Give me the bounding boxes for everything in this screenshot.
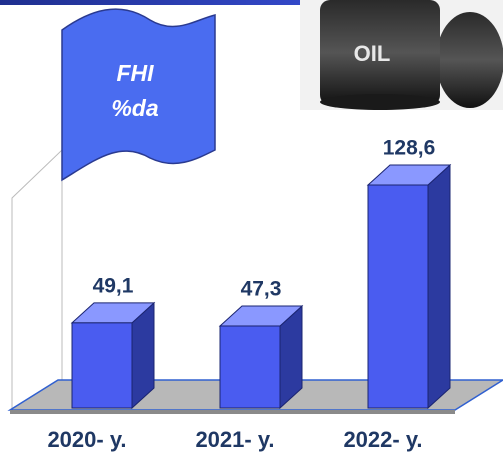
bar bbox=[219, 325, 281, 409]
x-tick-label: 2020- y. bbox=[47, 427, 126, 452]
oil-text: OIL bbox=[354, 41, 391, 66]
bars: 49,1 2020- y. 47,3 2021- y. 128,6 2022- y. bbox=[47, 137, 452, 452]
bar bbox=[71, 322, 133, 409]
flag-line: FHI bbox=[116, 60, 154, 86]
flag-line: %da bbox=[111, 95, 159, 121]
x-tick-label: 2021- y. bbox=[195, 427, 274, 452]
value-label: 128,6 bbox=[383, 137, 436, 160]
value-label: 47,3 bbox=[241, 278, 282, 301]
floor-edge bbox=[10, 410, 455, 414]
value-label: 49,1 bbox=[93, 274, 134, 297]
top-strip bbox=[0, 0, 503, 5]
bar bbox=[367, 184, 429, 409]
flag: FHI %da bbox=[61, 8, 216, 182]
back-wall bbox=[11, 148, 63, 411]
bar-side bbox=[427, 163, 451, 410]
x-tick-label: 2022- y. bbox=[343, 427, 422, 452]
oil-image: OIL bbox=[300, 0, 503, 110]
